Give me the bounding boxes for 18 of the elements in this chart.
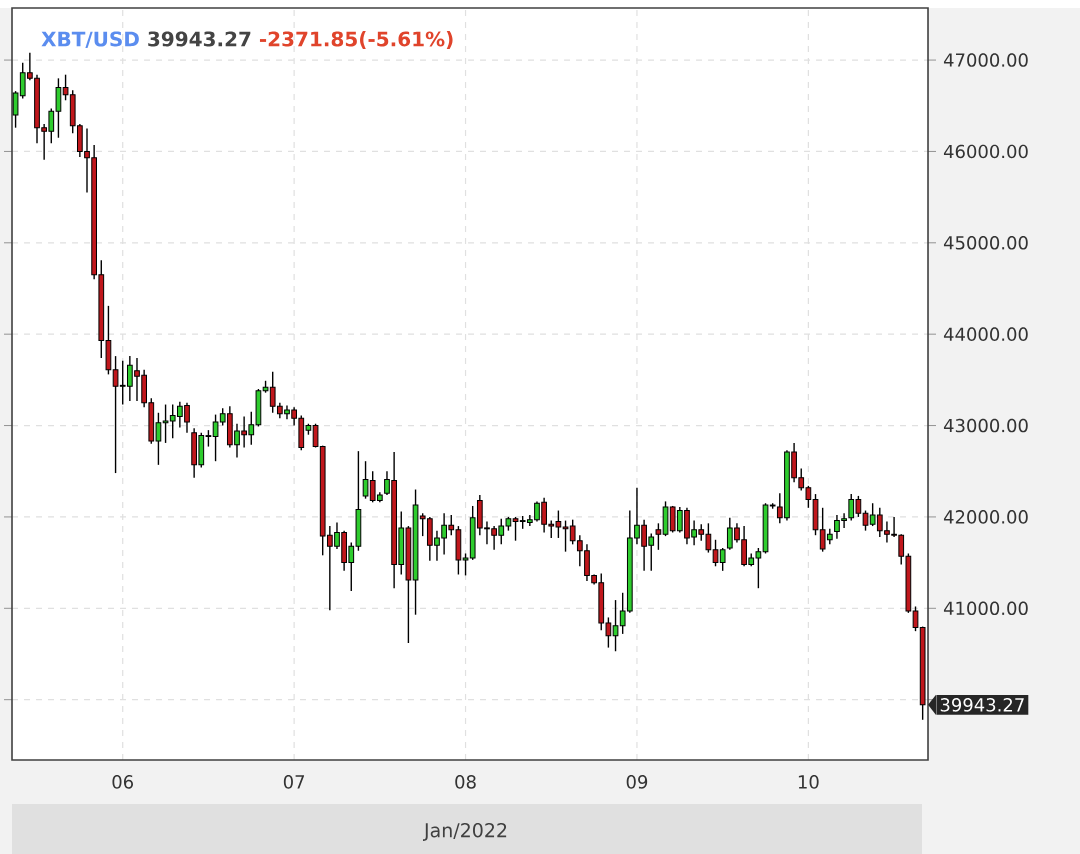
y-tick-label: 43000.00 (943, 418, 1028, 433)
y-tick-label: 47000.00 (943, 53, 1028, 67)
y-tick-label: 46000.00 (943, 144, 1028, 159)
x-tick-label: 07 (283, 775, 305, 789)
x-tick-label: 08 (455, 775, 476, 789)
x-tick-label: 09 (626, 775, 648, 789)
candlestick (655, 522, 662, 551)
annotation: 39943.27 (148, 31, 251, 47)
annotation: 39943.27 (940, 698, 1024, 712)
y-tick-label: 44000.00 (943, 327, 1028, 341)
annotation: XBT/USD (41, 31, 139, 49)
x-axis-title: Jan/2022 (423, 823, 507, 841)
x-tick-label: 06 (112, 775, 134, 789)
x-tick-label: 10 (798, 775, 819, 789)
y-tick-label: 42000.00 (943, 510, 1028, 524)
y-tick-label: 45000.00 (943, 236, 1028, 250)
y-tick-label: 41000.00 (943, 601, 1028, 616)
annotation: -2371.85(-5.61%) (259, 31, 453, 49)
